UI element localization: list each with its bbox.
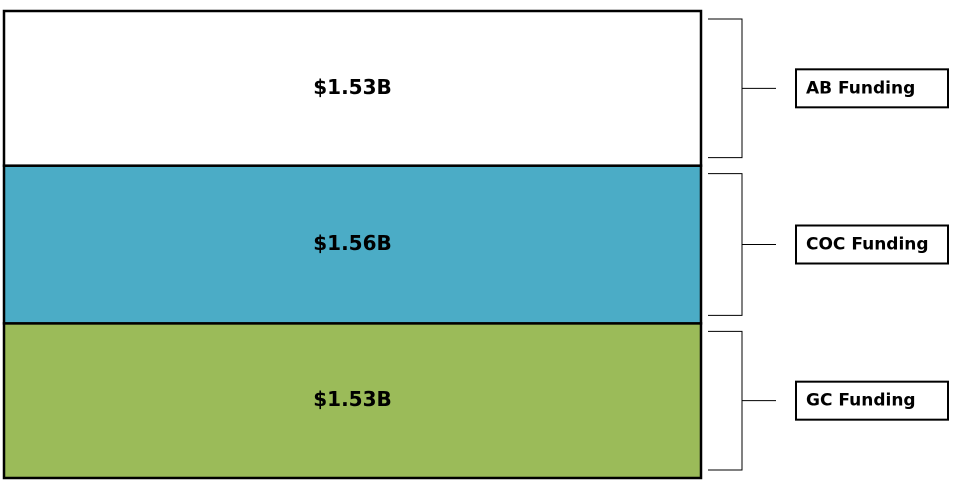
legend-label: GC Funding — [806, 391, 916, 411]
bracket — [708, 173, 776, 316]
legend-box — [795, 68, 949, 109]
bar-segment — [2, 322, 703, 480]
value-label: $1.53B — [313, 75, 392, 99]
bar-segment — [2, 9, 703, 167]
value-label: $1.53B — [313, 387, 392, 411]
value-label: $1.56B — [313, 231, 392, 255]
legend-box — [795, 380, 949, 421]
legend-box — [795, 224, 949, 265]
legend-label: COC Funding — [806, 235, 929, 255]
legend-label: AB Funding — [806, 78, 915, 98]
bracket — [708, 18, 776, 159]
bracket — [708, 330, 776, 471]
